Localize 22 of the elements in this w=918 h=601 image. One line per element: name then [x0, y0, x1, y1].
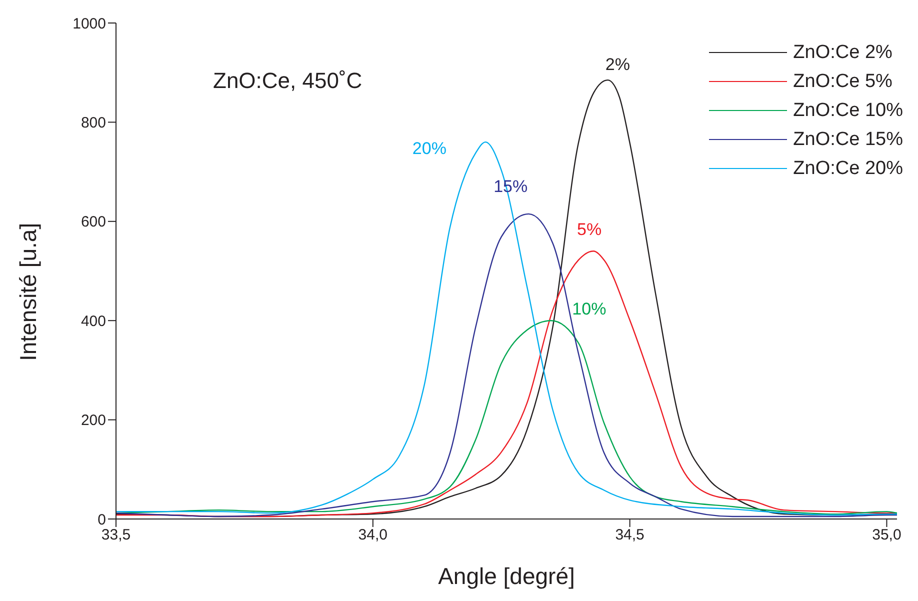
- y-tick-label: 0: [98, 511, 106, 528]
- legend-label: ZnO:Ce 20%: [793, 158, 903, 180]
- legend-label: ZnO:Ce 5%: [793, 70, 892, 92]
- y-axis-title: Intensité [u.a]: [15, 222, 42, 361]
- x-axis-title: Angle [degré]: [438, 563, 575, 589]
- annotation: 2%: [605, 55, 630, 74]
- legend-label: ZnO:Ce 15%: [793, 128, 903, 150]
- y-tick-label: 400: [80, 312, 106, 330]
- x-tick-label: 34,5: [615, 526, 644, 544]
- annotation: 20%: [412, 139, 446, 158]
- y-tick-label: 600: [80, 214, 106, 231]
- x-tick-label: 35,0: [872, 526, 902, 544]
- y-tick-label: 200: [80, 412, 106, 430]
- x-tick-label: 34,0: [358, 526, 388, 544]
- annotation: ZnO:Ce, 450˚C: [213, 68, 362, 94]
- annotation: 10%: [572, 300, 606, 319]
- legend-label: ZnO:Ce 10%: [793, 100, 903, 122]
- annotation: 5%: [577, 220, 602, 240]
- legend-label: ZnO:Ce 2%: [793, 42, 892, 64]
- x-tick-label: 33,5: [101, 526, 131, 544]
- y-tick-label: 800: [80, 114, 106, 132]
- y-tick-label: 1000: [72, 15, 106, 32]
